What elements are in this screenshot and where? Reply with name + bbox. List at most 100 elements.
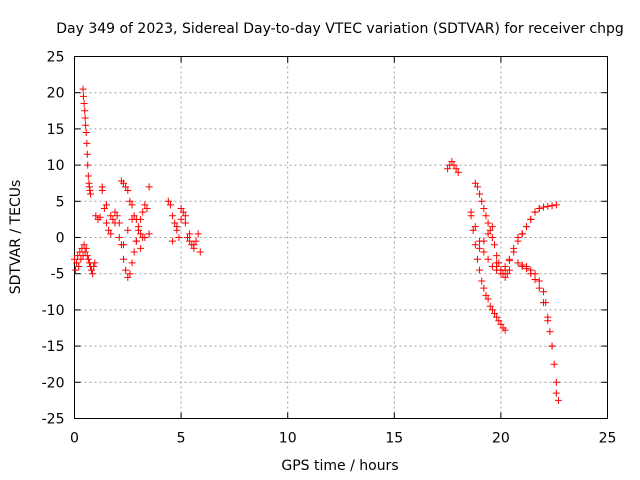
data-point [476,190,484,198]
data-point [192,237,200,245]
data-point [177,205,185,213]
data-point [181,219,189,227]
data-point [72,266,80,274]
data-point [84,161,92,169]
data-point [501,326,509,334]
data-point [531,208,539,216]
data-point [196,248,204,256]
data-point [120,179,128,187]
data-point [130,248,138,256]
data-point [495,317,503,325]
series-hour4-6 [164,197,204,256]
data-point [107,230,115,238]
data-point [486,302,494,310]
data-point [493,252,501,260]
data-point [531,275,539,283]
data-point [139,234,147,241]
data-point [82,121,90,129]
data-point [488,306,496,314]
y-axis-label: SDTVAR / TECUs [8,180,24,295]
data-point [166,201,174,209]
data-point [79,92,87,100]
data-point [454,168,462,176]
data-point [179,208,187,216]
x-tick-label: 15 [385,431,403,447]
data-point [540,299,548,307]
data-point [81,107,89,115]
data-point [491,241,499,249]
data-point [122,183,130,191]
data-point [497,320,505,328]
data-point [450,161,458,169]
data-point [480,248,488,256]
data-point [124,186,132,194]
data-point [92,212,100,220]
x-tick-labels: 0 5 10 15 20 25 [70,431,616,447]
y-tick-label: -5 [51,267,65,283]
data-point [120,255,128,263]
data-point [86,190,94,198]
data-point [126,270,134,278]
data-point [175,234,183,241]
y-tick-label: 20 [47,86,65,102]
data-point [82,129,90,137]
data-point [491,310,499,318]
data-point [552,389,560,397]
data-point [77,255,85,263]
data-point [88,266,96,274]
data-point [73,259,81,267]
data-point [122,266,130,274]
data-point [469,226,477,234]
data-point [181,212,189,220]
data-point [83,150,91,158]
data-point [548,342,556,350]
data-point [171,219,179,227]
data-point [514,237,522,245]
data-point [452,165,460,173]
data-point [164,197,172,205]
data-point [480,284,488,292]
y-tick-label: -15 [42,339,65,355]
y-tick-labels: 25 20 15 10 5 0 -5 -10 -15 -20 -25 [42,50,65,428]
data-point [540,203,548,211]
data-point [482,291,490,299]
data-point [130,212,138,220]
data-point [514,259,522,267]
data-point [480,205,488,213]
data-point [510,248,518,256]
series-early-spike [79,85,94,198]
data-point [552,201,560,209]
data-point [554,396,562,404]
x-tick-label: 10 [279,431,297,447]
data-point [86,186,94,194]
data-point [105,226,113,234]
data-point [190,241,198,249]
data-point [471,241,479,249]
data-point [107,212,115,220]
data-point [81,114,89,122]
data-point [102,219,110,227]
data-point [84,255,92,263]
data-point [169,237,177,245]
y-tick-label: -25 [42,412,65,428]
series-hour2-3c [117,177,153,241]
data-point [111,219,119,227]
series-hour21-23-drop2 [518,262,560,397]
data-point [448,157,456,165]
data-point [550,360,558,368]
data-point [535,205,543,213]
data-point [109,215,117,223]
y-tick-label: 0 [56,231,65,247]
series-hour1-3b [98,183,153,252]
data-point [183,234,191,241]
data-point [126,197,134,205]
data-point [493,266,501,274]
x-tick-label: 25 [599,431,617,447]
data-point [476,266,484,274]
data-point [128,201,136,209]
data-point [535,277,543,285]
x-tick-label: 0 [70,431,79,447]
data-point [527,215,535,223]
data-point [137,230,145,238]
series-hour21-23-drop [514,259,562,404]
